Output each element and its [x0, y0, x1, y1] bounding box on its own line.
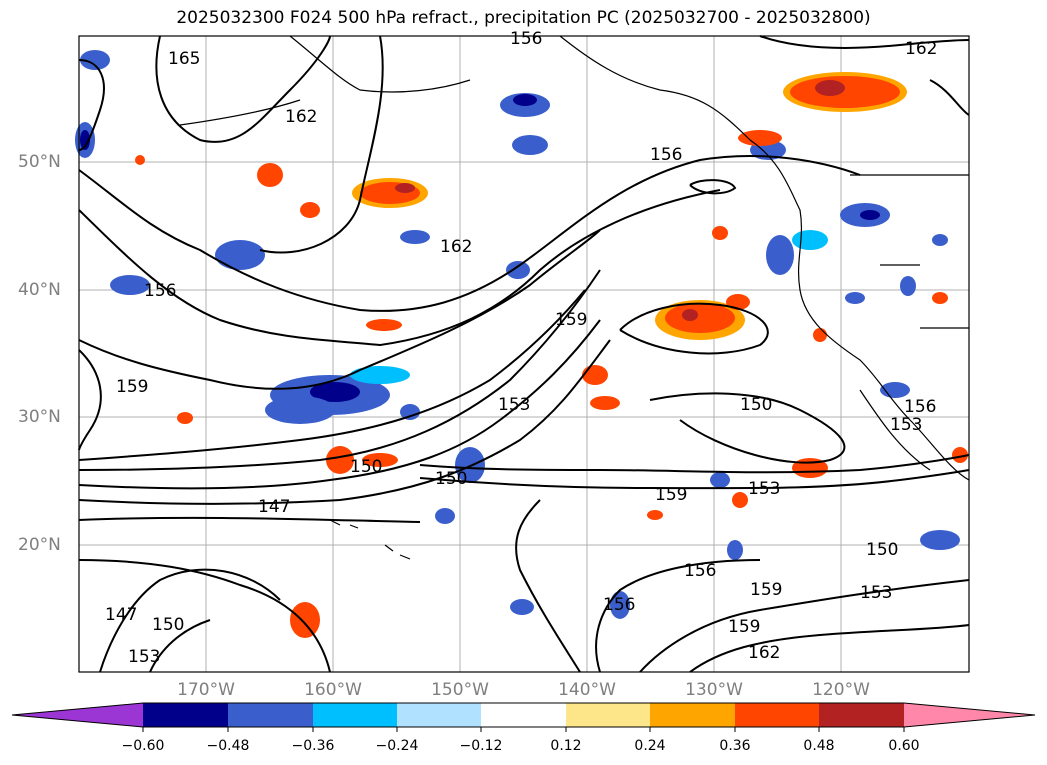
coastlines — [179, 35, 970, 560]
longitude-label: 120°W — [812, 680, 870, 700]
refractivity-contours — [78, 35, 970, 673]
colorbar-tick-label: 0.12 — [550, 738, 582, 754]
colorbar-tick-label: 0.36 — [719, 738, 751, 754]
precip-positive-areas — [135, 72, 968, 638]
contour-label: 150 — [152, 615, 184, 635]
contour-label: 156 — [650, 145, 682, 165]
graticule — [79, 36, 969, 672]
colorbar-tick-label: −0.12 — [459, 738, 503, 754]
contour-labels: 165 162 162 156 156 162 159 159 153 150 … — [105, 29, 937, 667]
contour-label: 162 — [285, 107, 317, 127]
map-title: 2025032300 F024 500 hPa refract., precip… — [176, 8, 871, 28]
colorbar-segment — [313, 703, 397, 727]
contour-label: 150 — [435, 469, 467, 489]
colorbar-segment — [819, 703, 904, 727]
latitude-label: 20°N — [18, 535, 61, 555]
contour-label: 147 — [258, 497, 290, 517]
latitude-label: 40°N — [18, 280, 61, 300]
contour-label: 150 — [350, 457, 382, 477]
latitude-label: 50°N — [18, 152, 61, 172]
contour-label: 162 — [905, 39, 937, 59]
contour-label: 159 — [728, 617, 760, 637]
colorbar-tick-label: −0.36 — [291, 738, 335, 754]
colorbar-segment — [481, 703, 566, 727]
colorbar — [11, 702, 1036, 732]
colorbar-segment — [735, 703, 819, 727]
colorbar-segment — [228, 703, 313, 727]
colorbar-segment — [397, 703, 481, 727]
contour-label: 153 — [860, 583, 892, 603]
contour-label: 150 — [740, 395, 772, 415]
colorbar-tick-label: 0.48 — [803, 738, 835, 754]
longitude-label: 130°W — [685, 680, 743, 700]
colorbar-segment — [143, 703, 228, 727]
plot-frame — [78, 35, 970, 673]
colorbar-tick-label: 0.60 — [888, 738, 920, 754]
latitude-label: 30°N — [18, 407, 61, 427]
contour-label: 156 — [684, 561, 716, 581]
contour-label: 159 — [750, 580, 782, 600]
contour-label: 165 — [168, 49, 200, 69]
contour-label: 150 — [866, 540, 898, 560]
contour-label: 156 — [603, 595, 635, 615]
contour-label: 153 — [890, 415, 922, 435]
contour-label: 147 — [105, 605, 137, 625]
colorbar-segment — [566, 703, 650, 727]
contour-label: 162 — [440, 237, 472, 257]
contour-label: 162 — [748, 643, 780, 663]
contour-label: 153 — [498, 395, 530, 415]
colorbar-tick-label: −0.24 — [375, 738, 419, 754]
contour-label: 159 — [555, 310, 587, 330]
longitude-label: 160°W — [304, 680, 362, 700]
colorbar-extend-min — [12, 703, 143, 727]
colorbar-segment — [650, 703, 735, 727]
contour-label: 159 — [116, 377, 148, 397]
longitude-label: 140°W — [558, 680, 616, 700]
colorbar-extend-max — [904, 703, 1035, 727]
contour-label: 156 — [510, 29, 542, 49]
contour-label: 156 — [904, 397, 936, 417]
colorbar-tick-label: −0.60 — [121, 738, 165, 754]
contour-label: 153 — [748, 479, 780, 499]
colorbar-tick-label: 0.24 — [634, 738, 666, 754]
colorbar-tick-label: −0.48 — [206, 738, 250, 754]
longitude-label: 170°W — [177, 680, 235, 700]
longitude-label: 150°W — [431, 680, 489, 700]
contour-label: 153 — [128, 647, 160, 667]
contour-label: 156 — [144, 281, 176, 301]
contour-label: 159 — [655, 485, 687, 505]
